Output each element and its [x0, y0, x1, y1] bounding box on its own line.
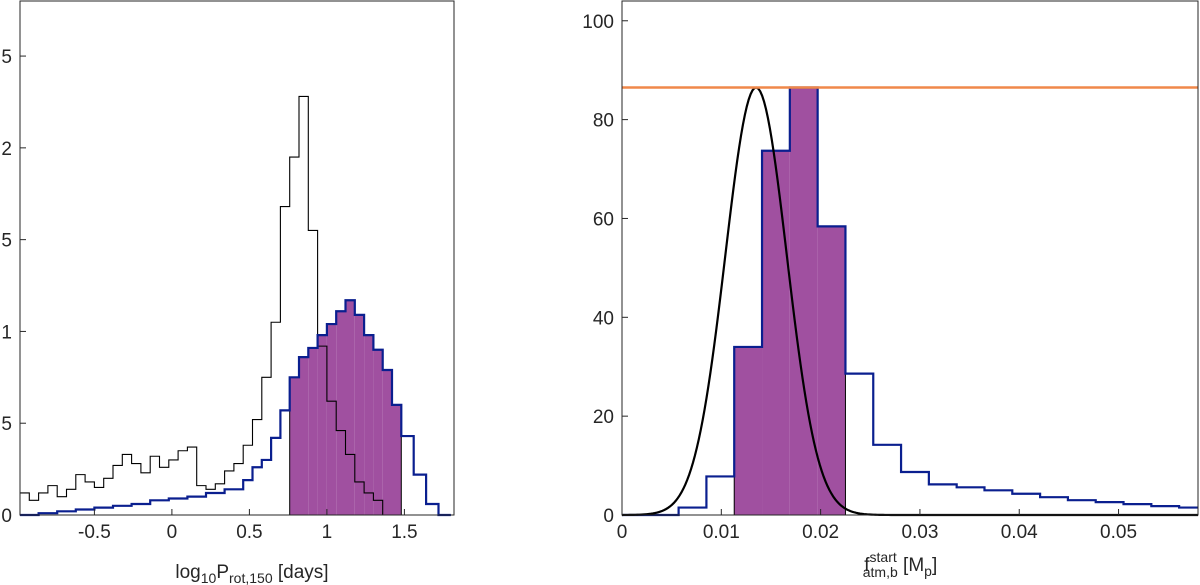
right-shaded-region	[733, 87, 846, 515]
x-tick-label: 1	[322, 522, 333, 543]
left-histogram-panel: -0.5 0 0.5 1 1.5 0 0.5 1 1.5 2 2.5 log10Prot,150 …	[0, 0, 455, 585]
left-shaded-region	[289, 300, 402, 515]
right-y-ticks: 0 20 40 60 80 100	[582, 12, 628, 527]
y-tick-label: 0	[603, 506, 614, 527]
x-tick-label: 0.05	[1100, 522, 1137, 543]
left-plot-frame	[19, 0, 455, 516]
x-tick-label: 1.5	[391, 522, 417, 543]
x-tick-label: 0.5	[236, 522, 262, 543]
x-tick-label: 0	[167, 522, 178, 543]
shaded-bin	[392, 404, 402, 515]
shaded-bin	[354, 314, 365, 515]
shaded-bin	[762, 150, 790, 515]
right-histogram-panel: 0 0.01 0.02 0.03 0.04 0.05 0 20 40 60 80 100 fstar…	[582, 0, 1199, 580]
y-tick-label: 2	[1, 139, 12, 160]
x-tick-label: 0.04	[1001, 522, 1038, 543]
left-y-ticks: 0 0.5 1 1.5 2 2.5	[0, 47, 26, 527]
series-prior-distribution	[20, 95, 392, 516]
y-tick-label: 20	[593, 407, 614, 428]
x-tick-label: 0.02	[802, 522, 839, 543]
right-x-axis-label: fstart atm,b [Mp]	[863, 549, 937, 580]
y-tick-label: 80	[593, 111, 614, 132]
y-tick-label: 1	[1, 322, 12, 343]
x-tick-label: -0.5	[78, 522, 111, 543]
shaded-bin	[317, 335, 327, 515]
shaded-bin	[364, 335, 374, 515]
y-tick-label: 2.5	[0, 47, 12, 68]
y-tick-label: 40	[593, 308, 614, 329]
right-series-group	[622, 86, 1198, 517]
right-plot-frame	[621, 0, 1199, 516]
series-posterior-distribution	[622, 86, 1198, 517]
y-tick-label: 1.5	[0, 231, 12, 252]
shaded-bin	[345, 300, 355, 515]
shaded-bin	[299, 357, 309, 515]
y-tick-label: 100	[582, 12, 614, 33]
y-tick-label: 0.5	[0, 414, 12, 435]
right-x-ticks: 0 0.01 0.02 0.03 0.04 0.05	[617, 509, 1137, 543]
shaded-bin	[373, 349, 383, 515]
shaded-bin	[336, 311, 346, 515]
shaded-bin	[308, 347, 318, 515]
left-x-axis-label: log10Prot,150 [days]	[175, 562, 328, 585]
shaded-bin	[789, 87, 818, 515]
shaded-bin	[734, 346, 763, 515]
x-tick-label: 0.01	[703, 522, 740, 543]
y-tick-label: 60	[593, 209, 614, 230]
shaded-bin	[289, 377, 299, 515]
left-series-group	[20, 95, 451, 517]
x-tick-label: 0	[617, 522, 628, 543]
series-posterior-distribution	[20, 299, 451, 517]
shaded-bin	[817, 226, 846, 515]
right-gaussian-curve	[621, 86, 1198, 517]
shaded-bin	[326, 324, 337, 515]
left-x-ticks: -0.5 0 0.5 1 1.5	[78, 509, 418, 543]
shaded-bin	[382, 369, 392, 515]
y-tick-label: 0	[1, 506, 12, 527]
x-tick-label: 0.03	[901, 522, 938, 543]
